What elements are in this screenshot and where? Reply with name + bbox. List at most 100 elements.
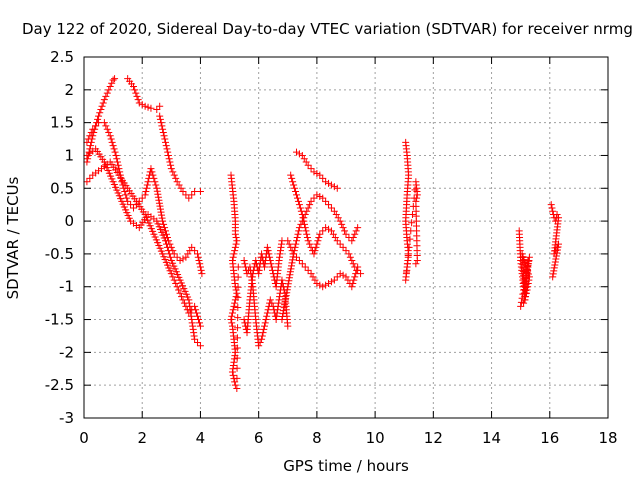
data-point — [314, 237, 322, 245]
data-point — [301, 220, 309, 228]
x-axis-label: GPS time / hours — [283, 457, 409, 475]
data-point — [231, 243, 239, 251]
data-point — [406, 235, 414, 243]
data-point — [304, 161, 312, 169]
data-point — [158, 122, 166, 130]
data-point — [293, 237, 301, 245]
data-point — [195, 316, 203, 324]
y-tick-label: -2.5 — [45, 376, 74, 394]
data-point — [550, 267, 558, 275]
data-point — [233, 289, 241, 297]
data-point — [525, 253, 533, 261]
data-point — [255, 342, 263, 350]
data-point — [284, 280, 292, 288]
data-point — [162, 138, 170, 146]
data-point — [299, 214, 307, 222]
data-point — [158, 214, 166, 222]
data-point — [346, 253, 354, 261]
data-point — [95, 112, 103, 120]
data-point — [97, 106, 105, 114]
data-point — [404, 252, 412, 260]
data-point — [294, 197, 302, 205]
data-point — [284, 237, 292, 245]
data-point — [194, 253, 202, 261]
data-point — [281, 298, 289, 306]
data-point — [154, 193, 162, 201]
x-axis-ticks: 0 2 4 6 8 10 12 14 16 18 — [79, 57, 618, 447]
data-point — [342, 247, 350, 255]
data-point — [165, 250, 173, 258]
data-point — [353, 266, 361, 274]
data-point — [339, 271, 347, 279]
data-point — [325, 201, 333, 209]
x-tick-label: 0 — [79, 429, 89, 447]
data-point — [144, 103, 152, 111]
data-point — [258, 335, 266, 343]
data-point — [286, 271, 294, 279]
x-tick-label: 8 — [312, 429, 322, 447]
data-point — [165, 155, 173, 163]
data-point — [553, 249, 561, 257]
data-point — [150, 174, 158, 182]
data-point — [227, 316, 235, 324]
data-point — [232, 293, 240, 301]
data-point — [285, 274, 293, 282]
data-point — [179, 255, 187, 263]
data-point — [158, 211, 166, 219]
data-point — [278, 316, 286, 324]
data-point — [234, 324, 242, 332]
data-point — [553, 211, 561, 219]
data-point — [517, 302, 525, 310]
data-point — [169, 168, 177, 176]
data-point — [336, 217, 344, 225]
data-point — [266, 256, 274, 264]
series-cluster-11 — [402, 138, 421, 284]
data-point — [284, 322, 292, 330]
data-point — [191, 335, 199, 343]
y-axis-ticks: -3 -2.5 -2 -1.5 -1 -0.5 0 0.5 1 1.5 2 2.5 — [45, 48, 608, 427]
data-point — [285, 277, 293, 285]
data-point — [259, 329, 267, 337]
data-point — [290, 181, 298, 189]
data-point — [122, 191, 130, 199]
data-point — [336, 240, 344, 248]
data-point — [298, 260, 306, 268]
data-point — [155, 199, 163, 207]
data-point — [234, 263, 242, 271]
data-point — [284, 283, 292, 291]
data-point — [345, 250, 353, 258]
data-point — [287, 243, 295, 251]
data-point — [341, 227, 349, 235]
data-point — [83, 138, 91, 146]
data-point — [153, 184, 161, 192]
data-point — [325, 279, 333, 287]
series-track-3 — [83, 158, 204, 330]
x-tick-label: 16 — [540, 429, 559, 447]
x-tick-label: 14 — [482, 429, 501, 447]
data-point — [232, 234, 240, 241]
data-point — [293, 148, 301, 156]
data-point — [283, 289, 291, 297]
data-point — [354, 263, 362, 271]
data-point — [229, 371, 237, 379]
data-point — [161, 135, 169, 143]
data-point — [268, 299, 276, 307]
data-point — [194, 250, 202, 258]
data-point — [231, 247, 239, 255]
data-point — [198, 270, 206, 278]
series-track-1b — [124, 75, 164, 114]
data-point — [113, 158, 121, 166]
data-point — [141, 191, 149, 199]
data-point — [194, 339, 202, 347]
data-point — [520, 299, 528, 307]
data-point — [261, 319, 269, 327]
data-point — [303, 230, 311, 238]
data-point — [282, 295, 290, 303]
data-point — [316, 230, 324, 238]
data-point — [107, 135, 115, 143]
data-point — [281, 301, 289, 309]
data-point — [293, 191, 301, 199]
data-point — [233, 354, 241, 362]
data-point — [547, 201, 555, 209]
data-point — [109, 76, 117, 84]
